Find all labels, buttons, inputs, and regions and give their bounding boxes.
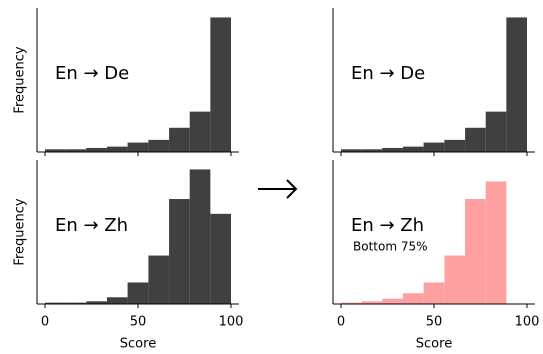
x-tick-label: 50 (426, 315, 443, 330)
y-axis-label: Frequency (13, 198, 28, 265)
bar (485, 181, 507, 304)
x-axis-label: Score (120, 337, 156, 352)
bar (86, 301, 107, 304)
bar (189, 111, 211, 152)
x-tick-label: 100 (515, 315, 540, 330)
bar (127, 282, 149, 304)
x-tick-label: 100 (219, 315, 244, 330)
bar (106, 297, 128, 304)
arrow (258, 179, 298, 199)
bar (169, 199, 190, 304)
bar (340, 149, 362, 152)
bar (423, 282, 445, 304)
bar (65, 302, 87, 304)
annotation: Bottom 75% (353, 240, 428, 254)
annotation: En → Zh (351, 215, 424, 236)
bar (86, 147, 107, 152)
bar (382, 147, 403, 152)
bar (382, 298, 403, 304)
x-tick-label: 50 (130, 315, 147, 330)
bar (210, 213, 232, 304)
bar (402, 146, 424, 152)
annotation: En → De (351, 63, 425, 84)
bar (169, 127, 190, 152)
bar (444, 139, 466, 152)
annotation: En → Zh (55, 215, 128, 236)
bar (361, 149, 383, 152)
bar (465, 127, 486, 152)
x-axis-label: Score (416, 337, 452, 352)
x-tick-label: 0 (41, 315, 49, 330)
bar (44, 149, 66, 152)
bar (485, 111, 507, 152)
bar (148, 255, 170, 304)
bar (444, 255, 466, 304)
bar (465, 199, 486, 304)
bar (65, 149, 87, 152)
bar (189, 169, 211, 304)
annotation: En → De (55, 63, 129, 84)
bar (361, 301, 383, 304)
bar (340, 302, 362, 304)
bar (506, 17, 528, 152)
bar (148, 139, 170, 152)
bar (44, 302, 66, 304)
bar (423, 142, 445, 152)
bar (402, 293, 424, 304)
y-axis-label: Frequency (13, 46, 28, 113)
bar (106, 146, 128, 152)
x-tick-label: 0 (337, 315, 345, 330)
bar (127, 142, 149, 152)
bar (210, 17, 232, 152)
